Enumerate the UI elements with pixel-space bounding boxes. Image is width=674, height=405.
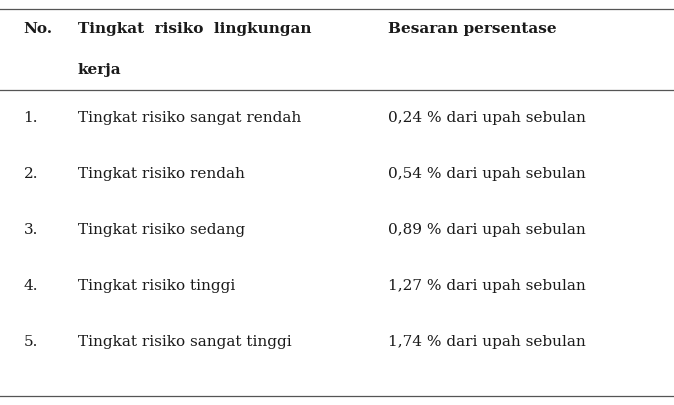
Text: No.: No. [24,22,53,36]
Text: 1,27 % dari upah sebulan: 1,27 % dari upah sebulan [388,278,585,292]
Text: Tingkat risiko sangat rendah: Tingkat risiko sangat rendah [78,111,301,124]
Text: 2.: 2. [24,166,38,180]
Text: Besaran persentase: Besaran persentase [388,22,556,36]
Text: Tingkat risiko sangat tinggi: Tingkat risiko sangat tinggi [78,334,291,348]
Text: 1.: 1. [24,111,38,124]
Text: 1,74 % dari upah sebulan: 1,74 % dari upah sebulan [388,334,585,348]
Text: Tingkat risiko rendah: Tingkat risiko rendah [78,166,245,180]
Text: 4.: 4. [24,278,38,292]
Text: 0,54 % dari upah sebulan: 0,54 % dari upah sebulan [388,166,585,180]
Text: 5.: 5. [24,334,38,348]
Text: 0,24 % dari upah sebulan: 0,24 % dari upah sebulan [388,111,586,124]
Text: Tingkat risiko tinggi: Tingkat risiko tinggi [78,278,235,292]
Text: Tingkat  risiko  lingkungan: Tingkat risiko lingkungan [78,22,311,36]
Text: 0,89 % dari upah sebulan: 0,89 % dari upah sebulan [388,222,585,236]
Text: kerja: kerja [78,63,121,77]
Text: 3.: 3. [24,222,38,236]
Text: Tingkat risiko sedang: Tingkat risiko sedang [78,222,245,236]
